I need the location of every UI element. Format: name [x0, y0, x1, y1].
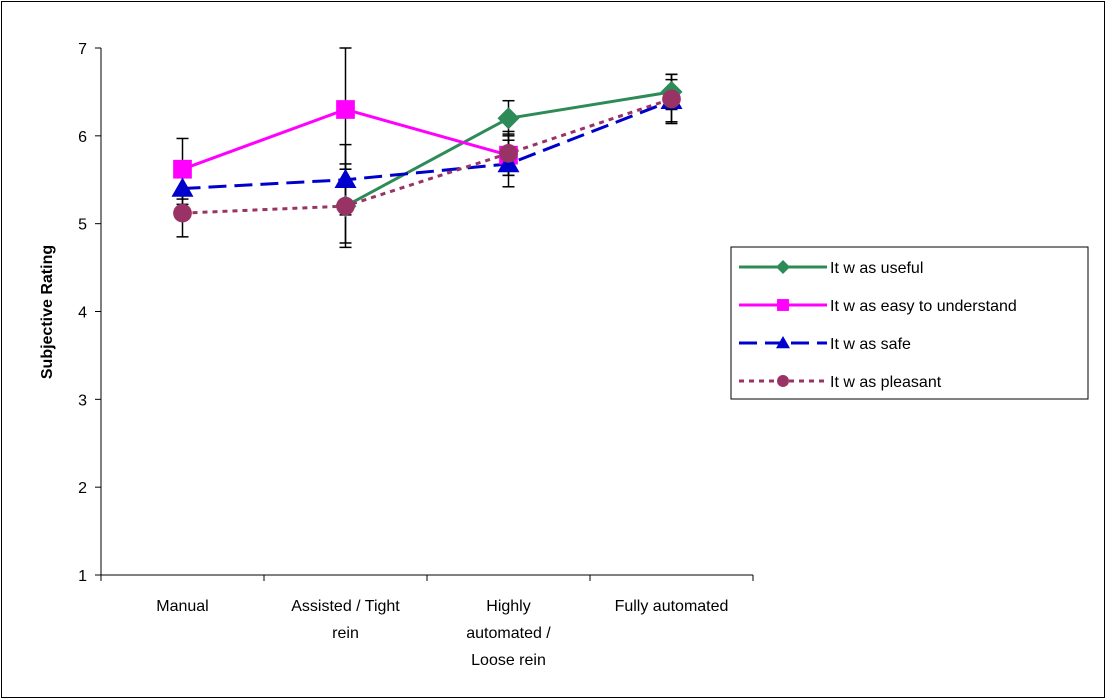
- series-line-3: [182, 99, 673, 191]
- series-lines: [181, 90, 673, 215]
- data-point-series-3: [334, 168, 357, 188]
- y-tick-label: 4: [78, 305, 87, 322]
- y-tick-label: 2: [78, 480, 87, 497]
- data-point-series-4: [336, 196, 355, 216]
- data-point-series-4: [173, 203, 192, 223]
- axes: [100, 48, 753, 576]
- y-tick-label: 5: [78, 217, 87, 234]
- series-markers: [171, 80, 683, 223]
- data-point-series-3: [171, 177, 194, 197]
- y-tick-label: 3: [78, 392, 87, 409]
- y-axis-title: Subjective Rating: [39, 245, 56, 379]
- legend-label-3: It w as safe: [830, 336, 911, 353]
- x-tick-label: Highly automated / Loose rein: [466, 598, 551, 669]
- legend-label-2: It w as easy to understand: [830, 298, 1017, 315]
- x-tick-label: Fully automated: [615, 598, 729, 615]
- legend-label-1: It w as useful: [830, 260, 923, 277]
- data-point-series-2: [173, 159, 192, 179]
- legend-label-4: It w as pleasant: [830, 374, 942, 391]
- error-bars: [176, 47, 678, 249]
- legend-marker-1: [776, 260, 790, 274]
- y-ticks: 1 2 3 4 5 6 7: [78, 41, 101, 585]
- legend-marker-2: [777, 299, 789, 311]
- legend-marker-3: [776, 336, 790, 349]
- data-point-series-2: [336, 100, 355, 119]
- legend-box: [730, 246, 1089, 400]
- x-tick-label: Assisted / Tight rein: [291, 598, 400, 642]
- y-tick-label: 6: [78, 129, 87, 146]
- legend: It w as useful It w as easy to understand…: [730, 246, 1089, 400]
- data-point-series-4: [499, 144, 518, 163]
- legend-marker-4: [777, 375, 789, 387]
- y-tick-label: 1: [78, 568, 87, 585]
- y-tick-label: 7: [78, 41, 87, 58]
- x-tick-label: Manual: [156, 598, 208, 615]
- data-point-series-4: [662, 89, 681, 109]
- series-line-4: [182, 97, 672, 215]
- x-ticks: Manual Assisted / Tight rein Highly automate…: [100, 575, 754, 669]
- data-point-series-1: [497, 107, 520, 130]
